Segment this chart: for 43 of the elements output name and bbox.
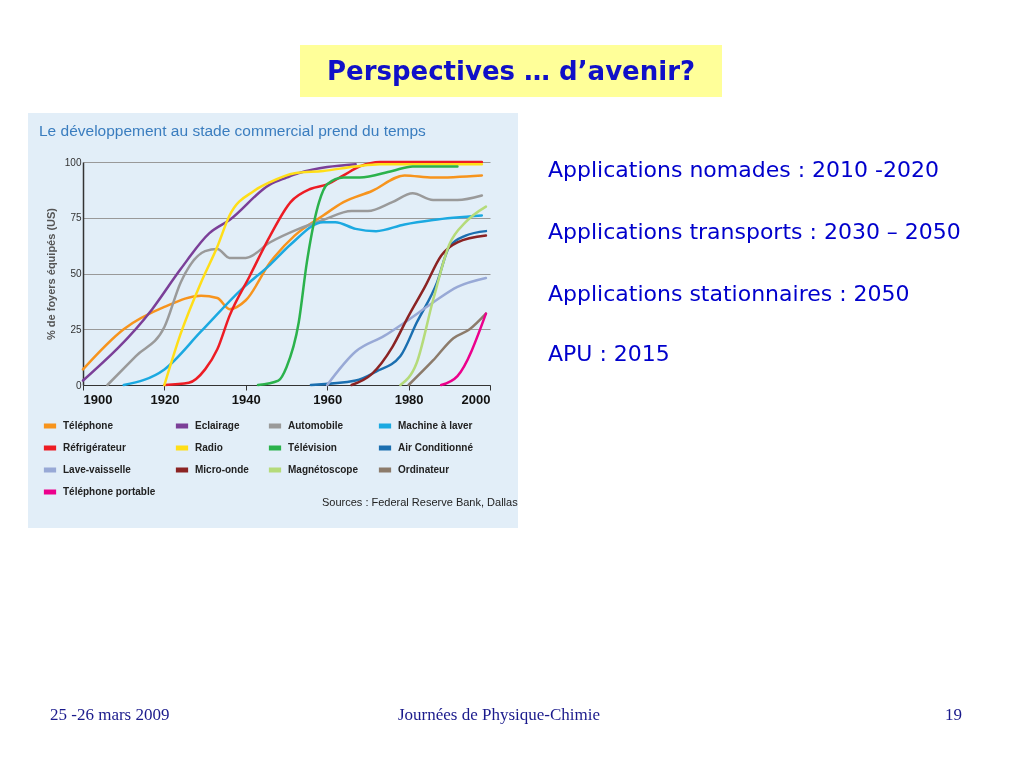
y-tick-label: 75 — [70, 212, 82, 224]
legend-label: Radio — [195, 442, 223, 453]
x-tick-label: 1920 — [150, 391, 180, 407]
text: Applications transports : 2030 – 2050 — [548, 219, 961, 244]
text: Journées de Physique-Chimie — [398, 705, 601, 725]
y-tick-label: 0 — [75, 379, 82, 391]
x-tick-label: 1940 — [231, 391, 261, 407]
y-tick-label: 100 — [64, 156, 82, 168]
legend-label: Micro-onde — [195, 464, 250, 475]
chart-title: Perspectives … d’avenir? — [300, 45, 722, 97]
legend-label: Air Conditionné — [398, 442, 474, 453]
legend-label: Téléphone — [63, 420, 114, 431]
chart-subtitle: Le développement au stade commercial prend du temps — [39, 121, 427, 139]
legend-label: Télévision — [288, 442, 337, 453]
line-series — [122, 214, 484, 387]
x-tick-label: 2000 — [461, 391, 491, 407]
text: Applications stationnaires : 2050 — [548, 281, 910, 306]
text: 19 — [945, 705, 962, 725]
legend-label: Réfrigérateur — [63, 442, 126, 453]
legend-label: Eclairage — [195, 420, 240, 431]
x-tick-label: 1980 — [394, 391, 424, 407]
legend-label: Lave-vaisselle — [63, 464, 132, 475]
text: APU : 2015 — [548, 341, 670, 366]
text: Applications nomades : 2010 -2020 — [548, 157, 939, 182]
line-series — [325, 276, 488, 387]
x-tick-label: 1900 — [83, 391, 113, 407]
text: 25 -26 mars 2009 — [50, 705, 170, 725]
line-series — [256, 165, 459, 387]
source-note: Sources : Federal Reserve Bank, Dallas — [322, 496, 518, 508]
line-series — [350, 234, 488, 387]
legend-label: Ordinateur — [398, 464, 450, 475]
y-axis-title: % de foyers équipés (US) — [44, 207, 57, 341]
legend-label: Machine à laver — [398, 420, 473, 431]
legend-label: Automobile — [288, 420, 344, 431]
y-tick-label: 25 — [70, 323, 82, 335]
line-series — [81, 162, 357, 382]
line-series — [407, 312, 488, 387]
y-tick-label: 50 — [70, 268, 82, 279]
line-series — [81, 174, 484, 371]
legend-label: Téléphone portable — [63, 486, 156, 497]
line-series — [399, 205, 488, 387]
x-tick-label: 1960 — [313, 391, 343, 407]
legend-label: Magnétoscope — [288, 464, 359, 475]
